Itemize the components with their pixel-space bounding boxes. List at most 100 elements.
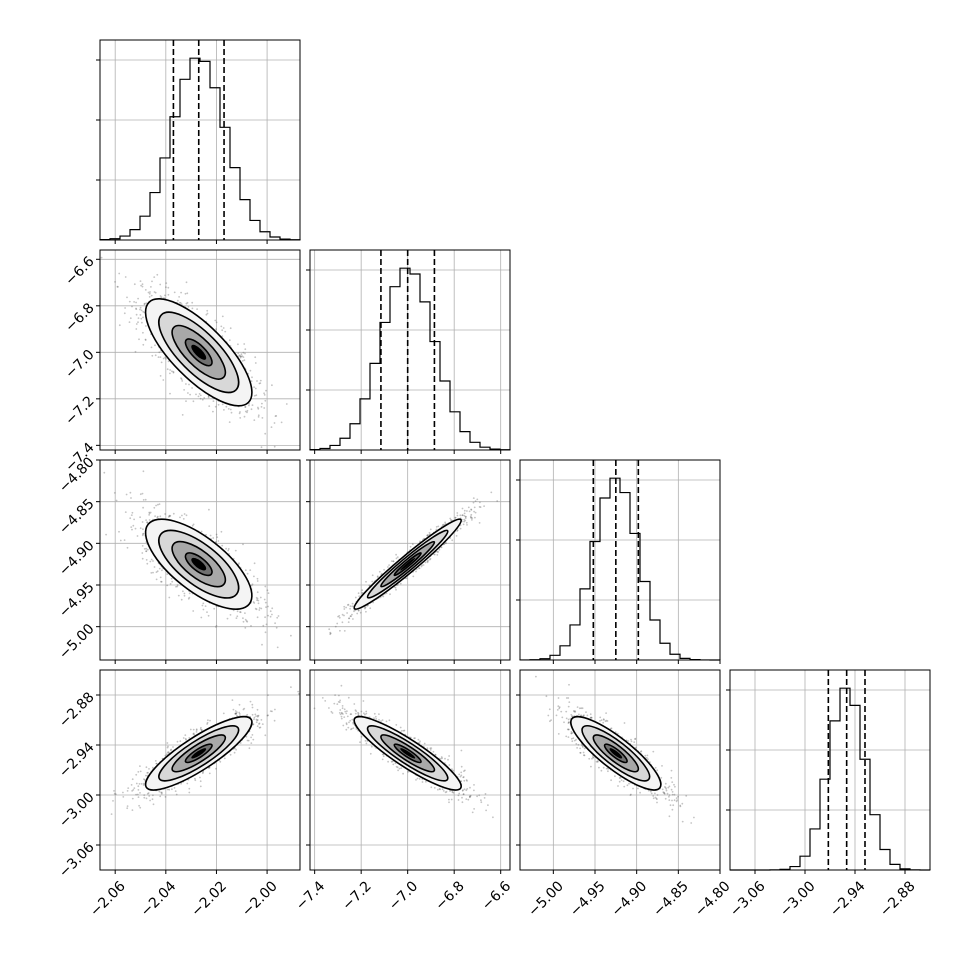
sample-point [169, 749, 172, 752]
sample-point [141, 545, 144, 547]
sample-point [199, 394, 202, 397]
sample-point [244, 406, 247, 408]
sample-point [131, 809, 134, 811]
sample-point [199, 397, 202, 400]
sample-point [364, 606, 366, 609]
hist-frame-2 [519, 459, 721, 661]
sample-point [227, 549, 230, 552]
sample-point [357, 609, 360, 612]
sample-point [139, 493, 142, 496]
sample-point [207, 396, 210, 399]
sample-point [199, 776, 201, 779]
sample-point [262, 624, 265, 627]
sample-point [166, 368, 169, 371]
sample-point [241, 355, 244, 358]
sample-point [229, 614, 232, 616]
sample-point [126, 546, 129, 549]
sample-point [259, 379, 262, 382]
sample-point [125, 493, 128, 496]
sample-point [244, 569, 247, 572]
sample-point [250, 584, 253, 587]
sample-point [388, 564, 390, 566]
sample-point [212, 410, 214, 413]
sample-point [243, 359, 246, 362]
sample-point [256, 714, 259, 717]
sample-point [139, 314, 142, 316]
sample-point [440, 546, 443, 549]
sample-point [466, 510, 468, 512]
sample-point [129, 491, 132, 494]
sample-point [261, 417, 264, 419]
sample-point [188, 791, 191, 794]
sample-point [364, 606, 367, 609]
sample-point [208, 405, 211, 407]
sample-point [135, 782, 138, 785]
sample-point [212, 537, 215, 539]
sample-point [454, 516, 457, 519]
panel-frame-2-0 [99, 459, 301, 661]
sample-point [149, 560, 152, 563]
sample-point [258, 726, 261, 729]
sample-point [371, 574, 374, 577]
sample-point [140, 309, 143, 312]
sample-point [186, 292, 189, 295]
sample-point [180, 291, 183, 294]
sample-point [451, 539, 454, 542]
sample-point [365, 580, 367, 583]
sample-point [93, 269, 95, 271]
sample-point [182, 518, 185, 520]
sample-point [254, 387, 257, 390]
sample-point [254, 356, 257, 359]
sample-point [269, 615, 272, 618]
sample-point [187, 597, 190, 600]
sample-point [252, 738, 255, 741]
sample-point [249, 700, 252, 703]
sample-point [143, 303, 146, 306]
sample-point [200, 616, 203, 619]
sample-point [454, 516, 457, 519]
sample-point [195, 728, 198, 731]
sample-point [234, 710, 237, 712]
sample-point [274, 622, 276, 625]
sample-point [137, 789, 140, 791]
contour-0 [184, 552, 213, 577]
sample-point [267, 592, 270, 594]
sample-point [167, 360, 170, 363]
sample-point [156, 273, 159, 276]
sample-point [225, 547, 228, 550]
sample-point [154, 291, 157, 294]
sample-point [126, 805, 129, 807]
sample-point [248, 747, 251, 750]
sample-point [334, 625, 337, 628]
sample-point [194, 779, 197, 782]
sample-point [145, 774, 147, 777]
sample-point [420, 565, 423, 568]
sample-point [142, 316, 144, 319]
sample-point [357, 609, 360, 612]
sample-point [238, 355, 241, 357]
sample-point [274, 415, 277, 417]
sample-point [172, 371, 175, 374]
contour-2 [366, 529, 449, 599]
sample-point [118, 530, 120, 533]
sample-point [264, 432, 267, 435]
sample-point [170, 577, 173, 580]
sample-point [239, 411, 241, 413]
sample-point [240, 353, 243, 356]
sample-point [271, 384, 273, 387]
sample-point [186, 301, 189, 304]
sample-point [252, 601, 255, 603]
sample-point [150, 346, 153, 349]
sample-point [351, 605, 354, 608]
sample-point [244, 612, 246, 614]
sample-point [179, 302, 182, 304]
sample-point [153, 291, 156, 293]
sample-point [354, 596, 357, 599]
sample-point [117, 286, 119, 288]
sample-point [191, 387, 194, 389]
sample-point [181, 380, 184, 382]
contour-1 [171, 540, 227, 588]
sample-point [170, 748, 173, 751]
sample-point [175, 585, 177, 588]
sample-point [164, 356, 167, 359]
